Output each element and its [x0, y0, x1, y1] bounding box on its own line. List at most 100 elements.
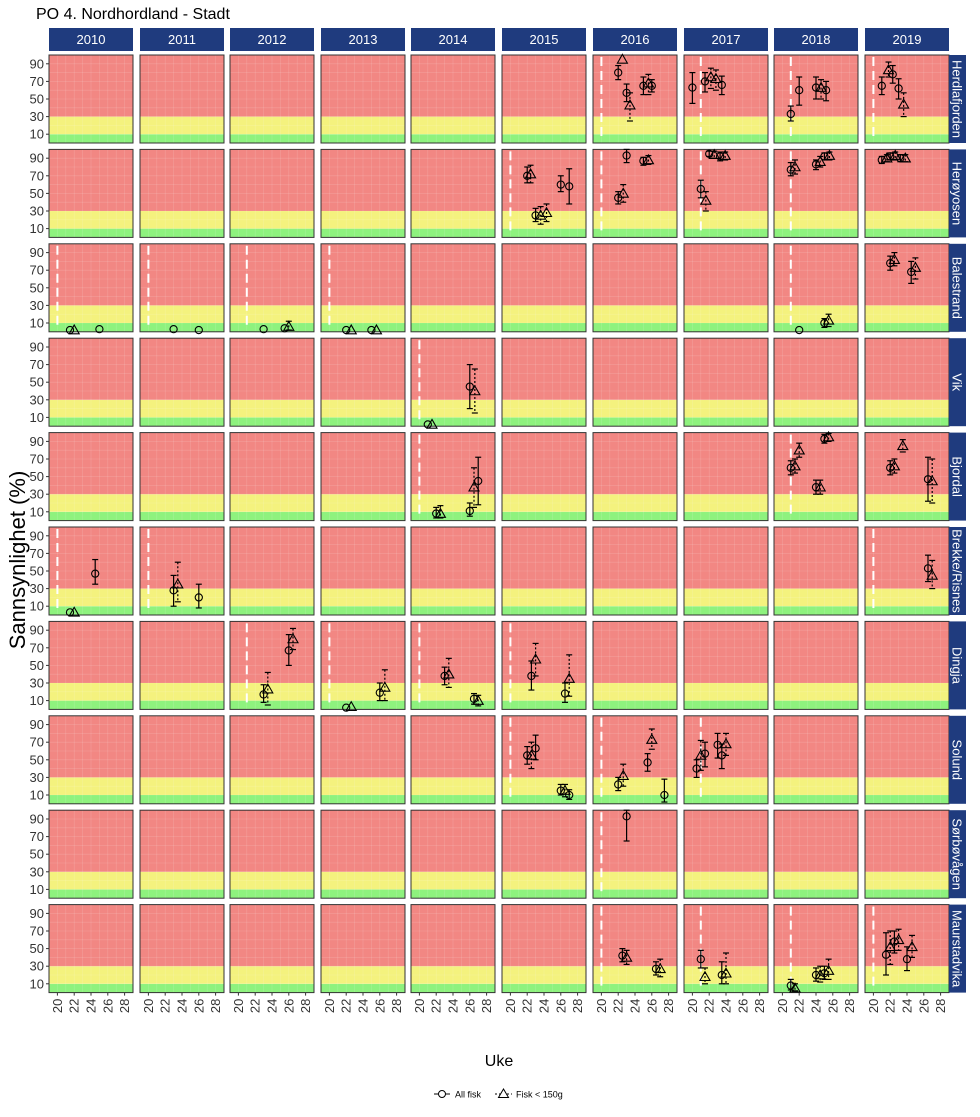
data-point-all-fisk [280, 324, 289, 333]
probability-band [140, 715, 224, 778]
panel-border [410, 54, 496, 144]
y-tick-label: 30 [30, 770, 44, 785]
facet-panel [410, 904, 496, 994]
probability-band [411, 810, 495, 872]
probability-band [774, 399, 858, 418]
facet-panel [48, 526, 134, 616]
facet-panel [592, 809, 678, 899]
probability-band [774, 243, 858, 306]
facet-panel [229, 526, 315, 616]
year-strip [230, 28, 314, 51]
probability-band [230, 889, 314, 899]
probability-band [230, 904, 314, 967]
probability-band [865, 777, 949, 795]
panel-border [592, 809, 678, 899]
probability-band [502, 966, 586, 984]
data-point-all-fisk [91, 569, 100, 578]
probability-band [140, 527, 224, 589]
data-point-fisk-under-150g [699, 970, 711, 982]
x-tick-label: 24 [265, 999, 280, 1013]
facet-panel [592, 715, 678, 805]
probability-band [502, 527, 586, 589]
probability-band [684, 795, 768, 804]
probability-band [774, 116, 858, 135]
probability-band [140, 55, 224, 117]
probability-band [49, 338, 133, 400]
data-point-fisk-under-150g [814, 155, 827, 167]
panel-border [501, 337, 587, 427]
y-tick-label: 30 [30, 676, 44, 691]
probability-band [593, 606, 677, 615]
probability-band [684, 338, 768, 400]
panel-border [410, 243, 496, 333]
x-tick-label: 28 [752, 999, 767, 1013]
probability-band [140, 323, 224, 332]
probability-band [774, 904, 858, 967]
x-tick-label: 26 [553, 999, 568, 1013]
probability-band [321, 795, 405, 804]
probability-band [49, 700, 133, 710]
probability-band [230, 527, 314, 589]
year-strip-label: 2011 [168, 32, 196, 47]
x-tick-label: 20 [322, 999, 337, 1013]
probability-band [684, 700, 768, 710]
probability-band [774, 715, 858, 778]
probability-band [502, 777, 586, 795]
probability-band [321, 588, 405, 607]
data-point-all-fisk [688, 83, 697, 92]
probability-band [865, 55, 949, 117]
probability-band [593, 417, 677, 427]
facet-panel [773, 715, 859, 805]
location-strip-label: Maurstadvika [950, 910, 965, 988]
probability-band [593, 683, 677, 701]
probability-band [140, 417, 224, 427]
probability-band [321, 621, 405, 683]
y-tick-label: 30 [30, 959, 44, 974]
y-tick-label: 90 [30, 528, 44, 543]
x-tick-label: 24 [175, 999, 190, 1013]
y-tick-label: 50 [30, 658, 44, 673]
year-strip-label: 2017 [712, 32, 741, 47]
facet-panel [864, 620, 950, 710]
y-tick-label: 30 [30, 581, 44, 596]
panel-border [501, 54, 587, 144]
x-tick-label: 26 [825, 999, 840, 1013]
probability-band [774, 889, 858, 899]
data-point-fisk-under-150g [617, 769, 630, 780]
probability-band [502, 700, 586, 710]
data-point-fisk-under-150g [704, 70, 717, 82]
y-tick-label: 10 [30, 976, 44, 991]
probability-band [140, 871, 224, 890]
y-tick-label: 50 [30, 469, 44, 484]
y-tick-label: 50 [30, 847, 44, 862]
panel-border [410, 809, 496, 899]
facet-panel [229, 620, 315, 710]
data-point-all-fisk [95, 325, 104, 334]
location-strip [949, 432, 966, 521]
y-tick-label: 10 [30, 127, 44, 142]
data-point-fisk-under-150g [68, 606, 81, 617]
probability-band [49, 494, 133, 512]
probability-band [774, 338, 858, 400]
probability-band [140, 211, 224, 229]
panel-border [501, 148, 587, 238]
year-strip [140, 28, 224, 51]
x-axis-label: Uke [485, 1053, 514, 1070]
probability-band [49, 889, 133, 899]
data-point-all-fisk [614, 193, 623, 202]
data-point-fisk-under-150g [645, 733, 658, 744]
facet-panel [48, 904, 134, 994]
panel-border [229, 243, 315, 333]
probability-band [865, 621, 949, 683]
probability-band [140, 228, 224, 238]
legend-label-fisk-under-150g: Fisk < 150g [516, 1090, 563, 1100]
y-tick-label: 50 [30, 375, 44, 390]
probability-band [230, 621, 314, 683]
facet-panel [320, 715, 406, 805]
panel-border [320, 148, 406, 238]
y-tick-label: 90 [30, 151, 44, 166]
panel-border [773, 54, 859, 144]
facet-panel [320, 148, 406, 238]
probability-band [321, 700, 405, 710]
panel-border [229, 715, 315, 805]
